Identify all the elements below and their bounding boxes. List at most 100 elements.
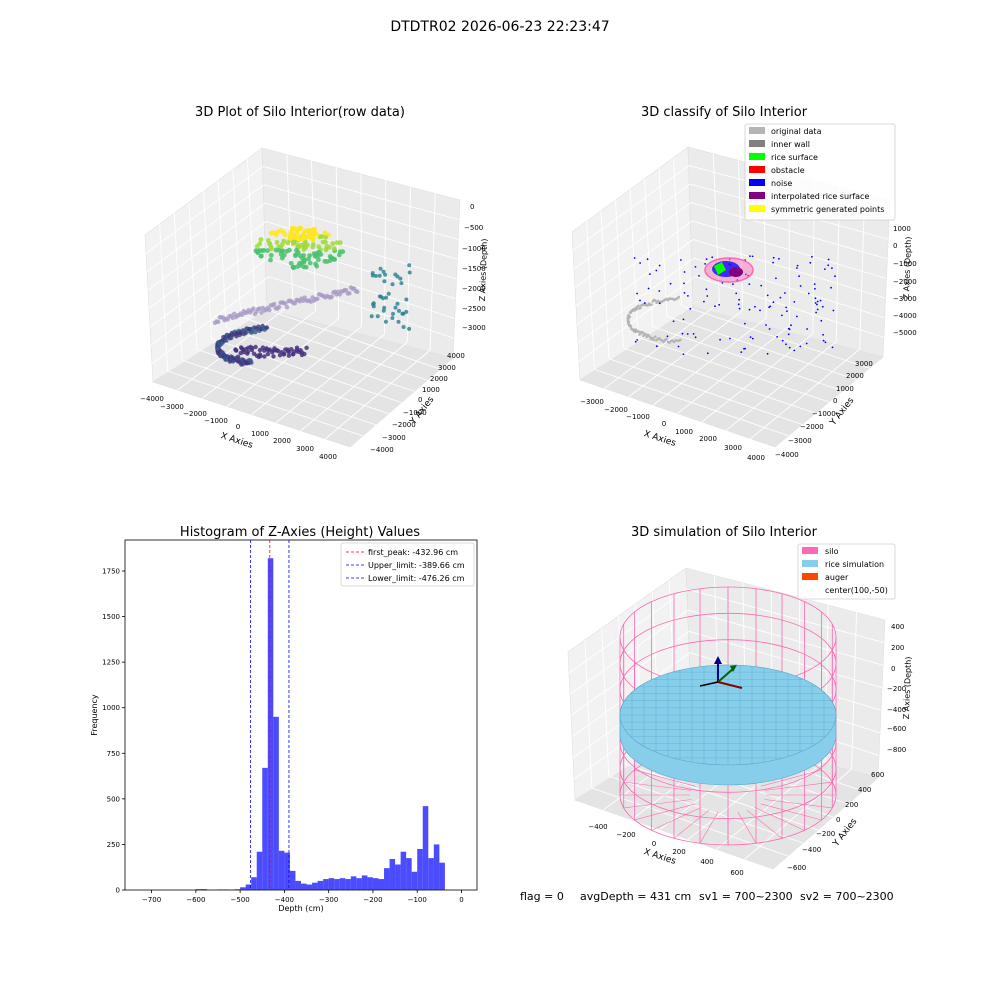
classify-wall-point — [637, 304, 640, 308]
histogram-x-tick-label: −100 — [408, 896, 427, 904]
histogram-legend-label: first_peak: -432.96 cm — [368, 548, 458, 557]
classify-noise-point — [816, 300, 819, 303]
classify-noise-point — [705, 258, 708, 260]
classify-noise-point — [790, 324, 792, 327]
classify-noise-point — [831, 267, 833, 269]
silo-floor-spoke — [737, 811, 757, 844]
pane-gridline — [750, 348, 860, 439]
classify-noise-point — [824, 268, 826, 270]
pane-gridline — [255, 305, 441, 370]
classify-noise-point — [646, 258, 649, 261]
raw-point — [240, 312, 245, 317]
classify-z-axis-label: Z Axies (Depth) — [902, 236, 913, 299]
classify-noise-point — [765, 324, 767, 326]
raw-point — [286, 353, 292, 358]
raw-point — [332, 257, 337, 262]
simulation-z-tick-label: 200 — [891, 644, 904, 652]
histogram-bar — [350, 876, 357, 890]
histogram-bar — [262, 767, 268, 890]
raw-y-tick-label: −3000 — [382, 434, 406, 442]
raw-point — [327, 254, 333, 259]
classify-noise-point — [831, 346, 834, 349]
raw-point — [255, 250, 261, 256]
raw-point — [375, 314, 380, 319]
classify-noise-point — [772, 301, 775, 304]
histogram-x-ticks: −700 −600 −500 −400 −300 −200 −100 0 — [142, 890, 464, 904]
classify-legend-frame — [744, 123, 896, 221]
classify-x-tick-label: −1000 — [626, 413, 650, 421]
classify-y-tick-label: 0 — [833, 397, 837, 405]
silo-floor-spoke — [760, 769, 822, 787]
raw-y-tick-label: 4000 — [447, 352, 465, 360]
histogram-bar — [400, 851, 407, 890]
raw-point — [265, 351, 271, 357]
raw-point — [224, 338, 229, 343]
histogram-y-ticks: 0 250 500 750 1000 1250 1500 1750 — [102, 567, 125, 895]
classify-noise-point — [658, 302, 661, 305]
classify-noise-point — [788, 328, 791, 331]
pane-gridline — [574, 202, 888, 288]
classify-y-tick-label: −3000 — [788, 437, 812, 445]
simulation-y-tick-label: 600 — [871, 771, 884, 779]
pane-gridline — [578, 276, 885, 362]
simulation-x-tick-label: 0 — [652, 840, 656, 848]
classify-noise-point — [793, 349, 796, 352]
raw-point — [344, 288, 349, 293]
silo-floor-spoke — [764, 799, 833, 809]
raw-point — [399, 281, 404, 286]
classify-noise-point — [766, 352, 769, 355]
histogram-bar — [406, 858, 412, 890]
histogram-bar — [278, 850, 285, 890]
classify-z-tick-label: 0 — [893, 242, 897, 250]
raw-point — [383, 319, 388, 324]
classify-noise-point — [793, 301, 796, 303]
histogram-bar — [251, 877, 257, 890]
pane-gridline — [681, 305, 870, 369]
classify-noise-point — [821, 305, 824, 308]
classify-legend-label: noise — [771, 179, 792, 188]
classify-noise-point — [751, 255, 754, 258]
classify-noise-point — [816, 303, 818, 306]
pane-gridline — [429, 193, 436, 351]
classify-noise-point — [683, 282, 685, 285]
classify-legend-label: interpolated rice surface — [771, 192, 869, 201]
classify-noise-point — [738, 298, 740, 301]
raw-point — [377, 273, 382, 278]
classify-wall-point — [652, 338, 656, 342]
silo-floor-spoke — [634, 769, 696, 787]
raw-point — [384, 295, 389, 300]
raw-z-tick-label: −2000 — [462, 285, 486, 293]
raw-point — [216, 319, 221, 325]
classify-noise-point — [830, 286, 832, 289]
classify-noise-point — [772, 261, 774, 264]
histogram-bar — [273, 716, 279, 890]
silo-floor-spoke — [623, 799, 692, 809]
classify-noise-point — [799, 285, 802, 287]
histogram-bar — [378, 879, 385, 890]
raw-point — [307, 260, 313, 266]
raw-point — [245, 349, 251, 355]
classify-legend-swatch — [749, 166, 765, 173]
raw-point — [373, 273, 378, 278]
classify-noise-point — [785, 343, 787, 346]
raw-data-title: 3D Plot of Silo Interior(row data) — [195, 105, 405, 120]
raw-x-tick-label: −2000 — [183, 410, 207, 418]
classify-wall-point — [634, 328, 638, 332]
simulation-y-tick-label: 200 — [845, 801, 858, 809]
histogram-bar — [395, 864, 401, 890]
classify-noise-point — [796, 315, 798, 318]
classify-noise-point — [732, 283, 734, 285]
raw-point — [382, 305, 387, 310]
raw-point — [268, 257, 273, 263]
classify-x-axis-label: X Axies — [642, 429, 677, 449]
raw-z-tick-label: −2500 — [462, 305, 486, 313]
classify-noise-point — [785, 306, 787, 309]
classify-noise-point — [822, 333, 824, 336]
silo-floor-spoke — [764, 781, 833, 791]
classify-z-tick-label: −5000 — [893, 329, 917, 337]
classify-noise-point — [779, 296, 782, 299]
classify-x-tick-label: 0 — [662, 420, 666, 428]
footer-sv2: sv2 = 700~2300 — [800, 890, 894, 903]
raw-point — [290, 226, 296, 232]
classify-noise-point — [680, 259, 682, 261]
